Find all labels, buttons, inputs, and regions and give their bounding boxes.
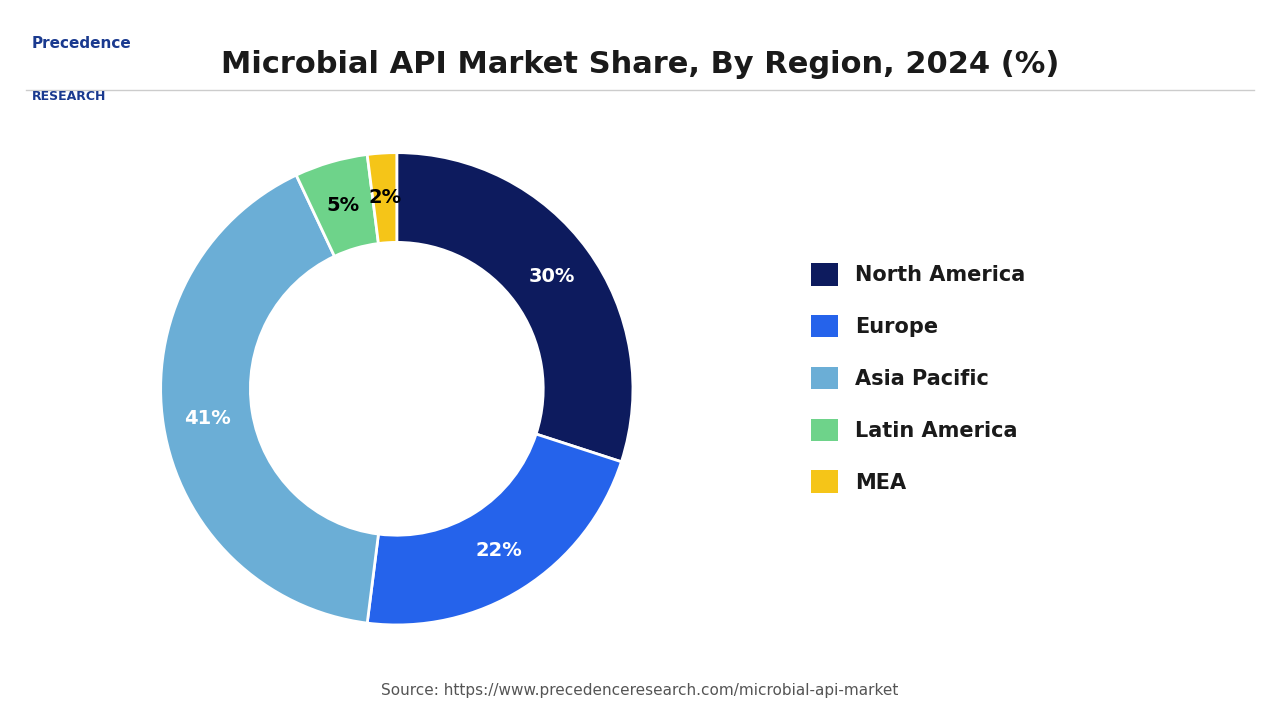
Text: 2%: 2% <box>369 189 402 207</box>
Wedge shape <box>161 175 379 623</box>
Text: Precedence: Precedence <box>32 36 132 51</box>
Text: 30%: 30% <box>529 267 575 286</box>
Text: 22%: 22% <box>476 541 522 560</box>
Text: 5%: 5% <box>326 196 360 215</box>
Text: Microbial API Market Share, By Region, 2024 (%): Microbial API Market Share, By Region, 2… <box>221 50 1059 79</box>
Wedge shape <box>296 155 379 256</box>
Legend: North America, Europe, Asia Pacific, Latin America, MEA: North America, Europe, Asia Pacific, Lat… <box>803 255 1033 501</box>
Wedge shape <box>397 153 632 462</box>
Text: 41%: 41% <box>184 409 232 428</box>
Wedge shape <box>367 434 621 625</box>
Text: Source: https://www.precedenceresearch.com/microbial-api-market: Source: https://www.precedenceresearch.c… <box>381 683 899 698</box>
Wedge shape <box>367 153 397 243</box>
Text: RESEARCH: RESEARCH <box>32 90 106 103</box>
